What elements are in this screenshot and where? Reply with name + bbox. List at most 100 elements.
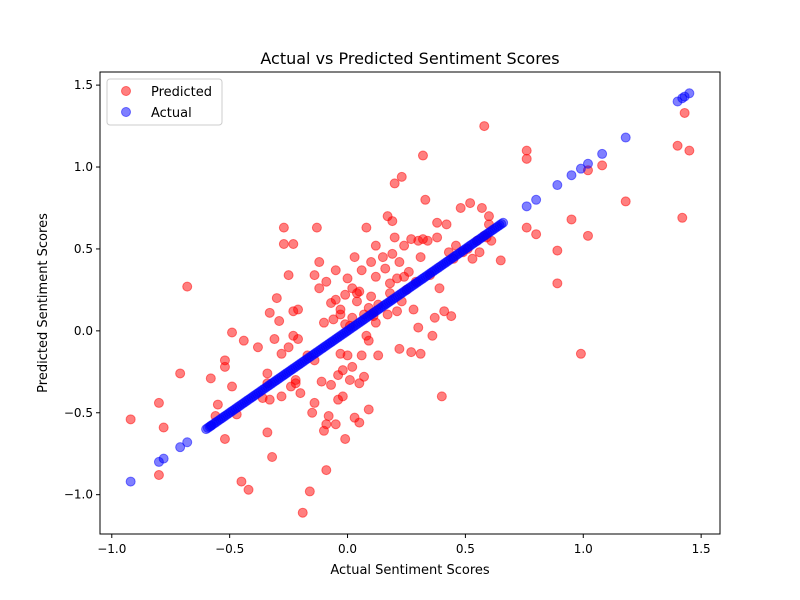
predicted-point bbox=[288, 239, 299, 250]
x-tick-label: 1.0 bbox=[574, 542, 593, 556]
predicted-point bbox=[307, 407, 318, 418]
predicted-point bbox=[677, 212, 688, 223]
y-tick-label: −0.5 bbox=[64, 406, 93, 420]
predicted-point bbox=[330, 419, 341, 430]
legend-marker-actual bbox=[121, 107, 131, 117]
predicted-point bbox=[582, 230, 593, 241]
legend-marker-predicted bbox=[121, 86, 131, 96]
actual-point bbox=[158, 453, 169, 464]
predicted-point bbox=[309, 397, 320, 408]
predicted-point bbox=[408, 304, 419, 315]
predicted-point bbox=[311, 222, 322, 233]
predicted-point bbox=[415, 348, 426, 359]
actual-point bbox=[175, 442, 186, 453]
predicted-point bbox=[293, 304, 304, 315]
predicted-point bbox=[422, 235, 433, 246]
predicted-point bbox=[476, 202, 487, 213]
actual-point bbox=[552, 180, 563, 191]
actual-point bbox=[521, 201, 532, 212]
predicted-point bbox=[377, 252, 388, 263]
predicted-point bbox=[394, 343, 405, 354]
predicted-point bbox=[328, 314, 339, 325]
predicted-point bbox=[427, 330, 438, 341]
predicted-point bbox=[227, 327, 238, 338]
predicted-point bbox=[274, 316, 285, 327]
predicted-point bbox=[620, 196, 631, 207]
legend-label-actual: Actual bbox=[151, 106, 192, 121]
predicted-point bbox=[262, 427, 273, 438]
predicted-point bbox=[158, 422, 169, 433]
predicted-point bbox=[304, 486, 315, 497]
predicted-point bbox=[420, 194, 431, 205]
predicted-point bbox=[314, 283, 325, 294]
predicted-point bbox=[354, 417, 365, 428]
predicted-point bbox=[356, 265, 367, 276]
actual-point bbox=[575, 163, 586, 174]
predicted-point bbox=[361, 222, 372, 233]
chart-title: Actual vs Predicted Sentiment Scores bbox=[260, 49, 559, 68]
predicted-point bbox=[394, 257, 405, 268]
predicted-point bbox=[359, 371, 370, 382]
predicted-point bbox=[552, 245, 563, 256]
predicted-point bbox=[330, 265, 341, 276]
predicted-point bbox=[243, 484, 254, 495]
x-tick-label: 0.5 bbox=[456, 542, 475, 556]
y-tick-label: −1.0 bbox=[64, 488, 93, 502]
predicted-point bbox=[205, 373, 216, 384]
predicted-point bbox=[465, 198, 476, 209]
predicted-point bbox=[236, 476, 247, 487]
predicted-point bbox=[283, 342, 294, 353]
predicted-point bbox=[597, 160, 608, 171]
predicted-point bbox=[219, 433, 230, 444]
predicted-point bbox=[316, 376, 327, 387]
y-tick-label: 0.5 bbox=[74, 242, 93, 256]
predicted-point bbox=[318, 317, 329, 328]
predicted-point bbox=[389, 178, 400, 189]
actual-point bbox=[684, 88, 695, 99]
predicted-point bbox=[349, 252, 360, 263]
predicted-point bbox=[356, 350, 367, 361]
predicted-point bbox=[396, 171, 407, 182]
x-axis-label: Actual Sentiment Scores bbox=[330, 563, 490, 578]
predicted-point bbox=[531, 229, 542, 240]
legend-label-predicted: Predicted bbox=[151, 85, 212, 100]
predicted-point bbox=[415, 252, 426, 263]
predicted-point bbox=[182, 281, 193, 292]
y-tick-label: 1.0 bbox=[74, 160, 93, 174]
predicted-point bbox=[684, 145, 695, 156]
predicted-point bbox=[441, 219, 452, 230]
predicted-point bbox=[521, 145, 532, 156]
actual-point bbox=[125, 476, 136, 487]
legend-box bbox=[106, 78, 223, 126]
predicted-point bbox=[297, 507, 308, 518]
predicted-point bbox=[467, 253, 478, 264]
predicted-point bbox=[321, 465, 332, 476]
predicted-point bbox=[363, 404, 374, 415]
actual-point bbox=[620, 132, 631, 143]
predicted-point bbox=[575, 348, 586, 359]
predicted-point bbox=[483, 211, 494, 222]
predicted-point bbox=[269, 334, 280, 345]
predicted-point bbox=[373, 350, 384, 361]
x-axis: −1.0 −0.5 0.0 0.5 1.0 1.5 bbox=[97, 534, 711, 556]
actual-point bbox=[582, 158, 593, 169]
predicted-point bbox=[413, 322, 424, 333]
y-tick-label: 0.0 bbox=[74, 324, 93, 338]
predicted-point bbox=[392, 306, 403, 317]
predicted-point bbox=[521, 153, 532, 164]
predicted-point bbox=[474, 247, 485, 258]
actual-point bbox=[566, 170, 577, 181]
predicted-point bbox=[290, 378, 301, 389]
predicted-point bbox=[153, 470, 164, 481]
x-tick-label: −0.5 bbox=[215, 542, 244, 556]
predicted-point bbox=[389, 232, 400, 243]
actual-point bbox=[182, 437, 193, 448]
legend: Predicted Actual bbox=[106, 78, 223, 126]
predicted-point bbox=[384, 278, 395, 289]
predicted-point bbox=[521, 222, 532, 233]
predicted-point bbox=[309, 270, 320, 281]
predicted-point bbox=[175, 368, 186, 379]
predicted-point bbox=[399, 240, 410, 251]
predicted-point bbox=[278, 239, 289, 250]
